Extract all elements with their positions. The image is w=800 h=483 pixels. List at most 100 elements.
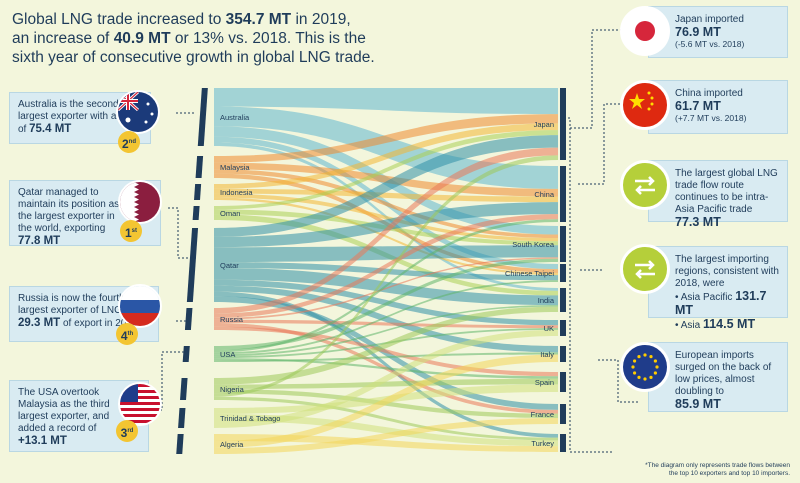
flow-ribbon-usa-to-south-korea — [214, 258, 558, 350]
exporter-node-nigeria — [180, 378, 188, 400]
exporter-label: Nigeria — [220, 385, 245, 394]
importer-node-south-korea — [560, 226, 566, 262]
flow-ribbon-qatar-to-south-korea — [214, 245, 558, 263]
flow-ribbon-russia-to-uk — [214, 319, 558, 329]
eu-flag-icon — [620, 342, 670, 392]
connector-china — [578, 103, 622, 185]
russia-flag-icon — [118, 284, 162, 328]
flow-ribbon-qatar-to-chinese-taipei — [214, 262, 558, 281]
flow-ribbon-usa-to-india — [214, 305, 558, 357]
importer-label: Italy — [540, 350, 554, 359]
exporter-node-qatar — [186, 228, 199, 302]
qatar-flag-icon — [118, 180, 162, 224]
china-flag-icon — [620, 80, 670, 130]
callout-japan: Japan imported 76.9 MT (-5.6 MT vs. 2018… — [648, 6, 788, 58]
flow-ribbon-algeria-to-france — [214, 418, 558, 454]
flow-ribbon-indonesia-to-chinese-taipei — [214, 197, 558, 276]
importer-label: UK — [544, 324, 554, 333]
importer-label: France — [531, 410, 554, 419]
flow-ribbon-qatar-to-italy — [214, 285, 558, 353]
flow-ribbons — [214, 88, 558, 454]
headline-text: an increase of — [12, 30, 114, 47]
exporter-label: Algeria — [220, 440, 244, 449]
exporter-label: Indonesia — [220, 188, 253, 197]
callout-europe: European imports surged on the back of l… — [648, 342, 788, 412]
flow-ribbon-indonesia-to-japan — [214, 123, 558, 189]
flow-ribbon-indonesia-to-south-korea — [214, 193, 558, 242]
callout-route: The largest global LNG trade flow route … — [648, 160, 788, 228]
headline-value: 354.7 MT — [225, 11, 292, 28]
importer-node-turkey — [560, 434, 566, 452]
connector-japan — [570, 29, 622, 129]
flow-ribbon-malaysia-to-south-korea — [214, 169, 558, 239]
exporter-label: Qatar — [220, 261, 239, 270]
importer-node-italy — [560, 346, 566, 362]
rank-badge-usa: 3rd — [116, 420, 138, 442]
exporter-label: Trinidad & Tobago — [220, 414, 280, 423]
node-bars — [176, 88, 566, 454]
importer-label: Chinese Taipei — [505, 269, 554, 278]
flow-ribbon-trinidad-tobago-to-uk — [214, 329, 558, 428]
importer-node-japan — [560, 88, 566, 160]
rank-badge-russia: 4th — [116, 323, 138, 345]
exporter-node-trinidad-tobago — [178, 408, 186, 428]
flow-ribbon-russia-to-south-korea — [214, 257, 558, 320]
flow-ribbon-nigeria-to-india — [214, 306, 558, 385]
rank-badge-australia: 2nd — [118, 131, 140, 153]
footnote: *The diagram only represents trade flows… — [645, 462, 790, 477]
importer-node-france — [560, 404, 566, 424]
flow-ribbon-russia-to-spain — [214, 326, 558, 377]
callout-china: China imported 61.7 MT (+7.7 MT vs. 2018… — [648, 80, 788, 134]
headline-text: in 2019, — [291, 11, 351, 28]
usa-flag-icon — [118, 382, 162, 426]
importer-label: Spain — [535, 378, 554, 387]
headline-text: or 13% vs. 2018. This is the — [170, 30, 366, 47]
headline-value: 40.9 MT — [113, 30, 171, 47]
importer-label: South Korea — [512, 240, 555, 249]
flow-ribbon-nigeria-to-turkey — [214, 396, 558, 441]
exporter-node-indonesia — [194, 184, 202, 200]
importer-label: China — [534, 190, 554, 199]
importer-label: Japan — [534, 120, 554, 129]
exporter-label: USA — [220, 350, 235, 359]
flow-ribbon-russia-to-china — [214, 214, 558, 318]
exporter-node-oman — [192, 206, 200, 220]
flow-ribbon-qatar-to-japan — [214, 135, 558, 237]
arrows-exchange-icon — [620, 244, 670, 294]
importer-label: India — [538, 296, 555, 305]
flow-ribbon-indonesia-to-china — [214, 188, 558, 203]
flow-ribbon-russia-to-japan — [214, 147, 558, 314]
importer-label: Turkey — [531, 439, 554, 448]
flow-ribbon-usa-to-china — [214, 219, 558, 353]
importer-node-india — [560, 288, 566, 312]
importer-node-spain — [560, 372, 566, 392]
flow-ribbon-qatar-to-turkey — [214, 291, 558, 438]
flow-ribbon-malaysia-to-china — [214, 162, 558, 197]
connector-qatar — [168, 207, 196, 259]
flow-ribbon-algeria-to-italy — [214, 354, 558, 448]
exporter-node-usa — [182, 346, 190, 362]
exporter-node-australia — [197, 88, 208, 146]
importer-node-uk — [560, 320, 566, 336]
flow-ribbon-australia-to-japan — [214, 88, 558, 115]
headline-text: Global LNG trade increased to — [12, 11, 226, 28]
exporter-label: Australia — [220, 113, 250, 122]
connector-europe — [598, 359, 640, 403]
flow-ribbon-nigeria-to-japan — [214, 155, 558, 397]
flow-ribbon-trinidad-tobago-to-turkey — [214, 414, 558, 447]
exporter-label: Malaysia — [220, 163, 250, 172]
headline: Global LNG trade increased to 354.7 MT i… — [12, 10, 392, 67]
australia-flag-icon — [116, 90, 160, 134]
flow-ribbon-usa-to-chinese-taipei — [214, 280, 558, 355]
japan-flag-icon — [620, 6, 670, 56]
exporter-label: Russia — [220, 315, 244, 324]
arrows-exchange-icon — [620, 160, 670, 210]
node-labels: Australia Malaysia Indonesia Oman Qatar Russi… — [220, 113, 555, 449]
exporter-node-algeria — [176, 434, 184, 454]
exporter-node-malaysia — [195, 156, 204, 178]
callout-regions: The largest importing regions, consisten… — [648, 246, 788, 331]
flow-ribbon-qatar-to-china — [214, 202, 558, 248]
flow-ribbon-usa-to-spain — [214, 358, 558, 379]
